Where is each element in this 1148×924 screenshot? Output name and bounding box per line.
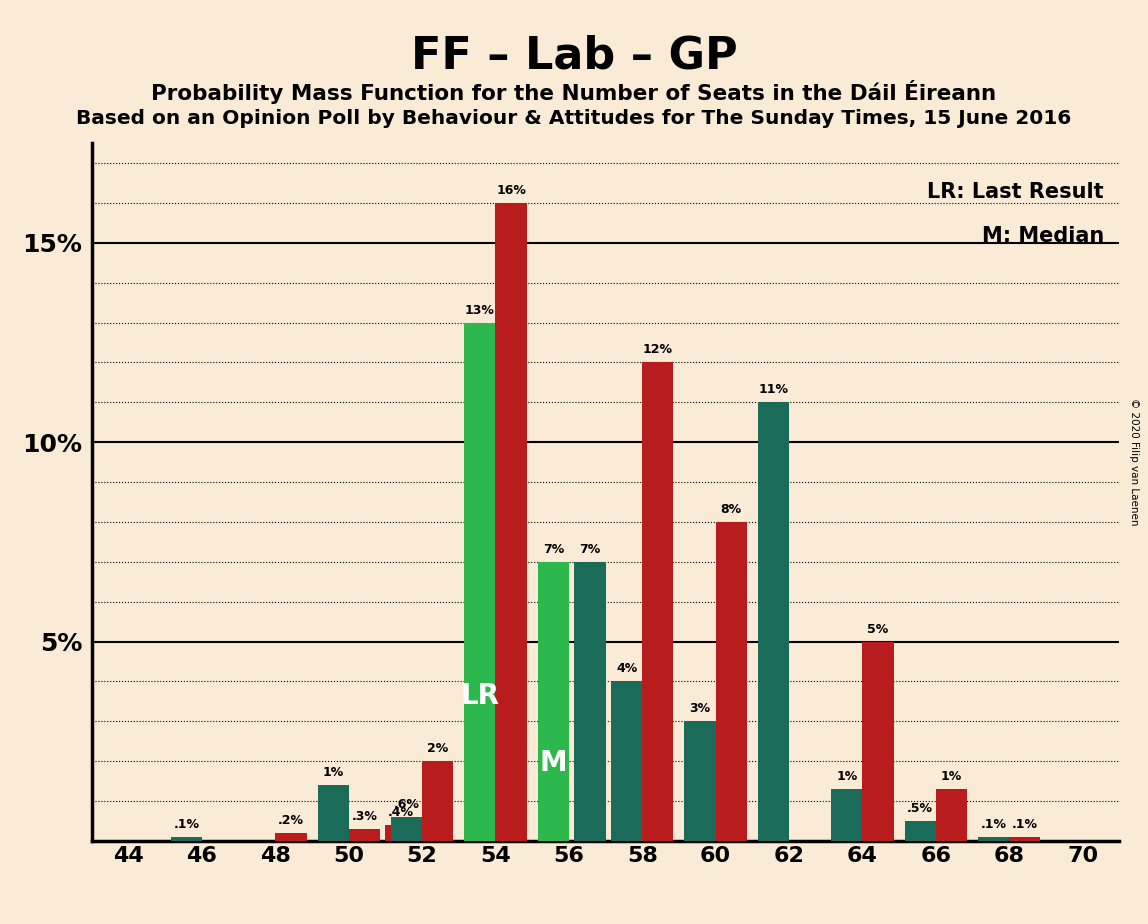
- Text: 1%: 1%: [323, 766, 343, 779]
- Text: .5%: .5%: [907, 802, 933, 815]
- Text: 3%: 3%: [690, 702, 711, 715]
- Bar: [611, 681, 642, 841]
- Text: Based on an Opinion Poll by Behaviour & Attitudes for The Sunday Times, 15 June : Based on an Opinion Poll by Behaviour & …: [77, 109, 1071, 128]
- Text: 7%: 7%: [543, 542, 564, 556]
- Text: .1%: .1%: [173, 818, 200, 831]
- Bar: [862, 641, 893, 841]
- Text: .4%: .4%: [388, 806, 414, 819]
- Text: © 2020 Filip van Laenen: © 2020 Filip van Laenen: [1130, 398, 1139, 526]
- Text: 13%: 13%: [465, 304, 495, 317]
- Bar: [496, 203, 527, 841]
- Text: Probability Mass Function for the Number of Seats in the Dáil Éireann: Probability Mass Function for the Number…: [152, 80, 996, 104]
- Text: 1%: 1%: [836, 770, 858, 783]
- Bar: [936, 789, 967, 841]
- Text: .6%: .6%: [394, 798, 419, 811]
- Bar: [318, 785, 349, 841]
- Bar: [349, 829, 380, 841]
- Bar: [391, 817, 422, 841]
- Bar: [464, 322, 496, 841]
- Text: 4%: 4%: [616, 663, 637, 675]
- Bar: [386, 825, 417, 841]
- Text: 7%: 7%: [580, 542, 600, 556]
- Text: .1%: .1%: [1011, 818, 1038, 831]
- Bar: [574, 562, 606, 841]
- Bar: [1009, 837, 1040, 841]
- Text: .2%: .2%: [278, 814, 304, 827]
- Bar: [276, 833, 307, 841]
- Bar: [422, 761, 453, 841]
- Bar: [905, 821, 936, 841]
- Bar: [758, 402, 789, 841]
- Bar: [684, 722, 715, 841]
- Text: 8%: 8%: [721, 503, 742, 516]
- Text: .3%: .3%: [351, 810, 378, 823]
- Bar: [537, 562, 569, 841]
- Text: 12%: 12%: [643, 344, 673, 357]
- Bar: [831, 789, 862, 841]
- Text: .1%: .1%: [980, 818, 1007, 831]
- Text: 16%: 16%: [496, 184, 526, 197]
- Text: LR: Last Result: LR: Last Result: [928, 182, 1104, 201]
- Text: LR: LR: [460, 682, 499, 710]
- Bar: [171, 837, 202, 841]
- Bar: [978, 837, 1009, 841]
- Text: FF – Lab – GP: FF – Lab – GP: [411, 34, 737, 78]
- Text: 11%: 11%: [759, 383, 789, 396]
- Text: 5%: 5%: [868, 623, 889, 636]
- Text: M: M: [540, 748, 567, 777]
- Text: 1%: 1%: [941, 770, 962, 783]
- Text: 2%: 2%: [427, 742, 449, 755]
- Bar: [642, 362, 674, 841]
- Bar: [715, 522, 747, 841]
- Text: M: Median: M: Median: [982, 225, 1104, 246]
